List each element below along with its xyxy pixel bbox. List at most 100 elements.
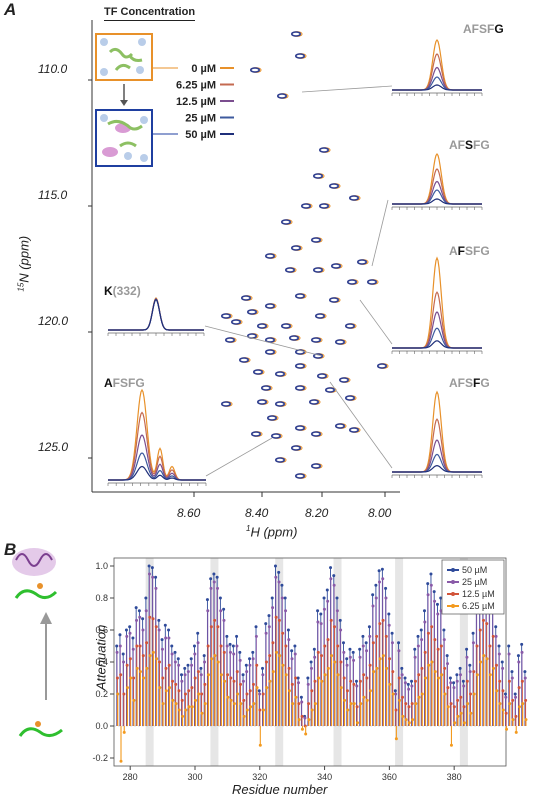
point (449, 702, 453, 706)
point (296, 681, 300, 685)
x-axis-ticks (193, 492, 386, 497)
point (427, 663, 431, 667)
point (205, 598, 209, 602)
point (488, 644, 492, 648)
point (501, 708, 505, 712)
point (517, 705, 521, 709)
point (397, 676, 401, 680)
point (503, 692, 507, 696)
point (455, 673, 459, 677)
point (245, 708, 249, 712)
peak-contour-blue (290, 245, 301, 251)
inset-label-afsfg-a: AFSFG (104, 376, 145, 390)
peak-contour-blue (290, 445, 301, 451)
point (433, 638, 437, 642)
point (387, 612, 391, 616)
point (356, 721, 360, 725)
point (390, 641, 394, 645)
point (235, 644, 239, 648)
inset-trace-0 (392, 38, 482, 91)
point (511, 698, 515, 702)
point (203, 702, 207, 706)
point (419, 628, 423, 632)
peak-contour-blue (334, 339, 345, 345)
point (498, 679, 502, 683)
point (462, 705, 466, 709)
point (510, 670, 514, 674)
point (257, 689, 261, 693)
peak-contour-blue (330, 263, 341, 269)
point (423, 620, 427, 624)
point (254, 625, 258, 629)
point (355, 705, 359, 709)
point (511, 718, 515, 722)
point (251, 657, 255, 661)
point (118, 644, 122, 648)
point (367, 625, 371, 629)
attenuation-chart: -0.2 0.0 0.2 0.4 0.6 0.8 1.0 280 300 320 340 360 380… (12, 548, 528, 782)
inset-label-afsfg-f4: AFSFG (449, 376, 490, 390)
point (413, 679, 417, 683)
point (125, 634, 129, 638)
point (459, 711, 463, 715)
point (151, 575, 155, 579)
point (323, 673, 327, 677)
point (209, 586, 213, 590)
point (466, 702, 470, 706)
point (423, 650, 427, 654)
point (196, 641, 200, 645)
point (439, 596, 443, 600)
point (209, 625, 213, 629)
point (128, 631, 132, 635)
peak-contour-blue (251, 431, 262, 437)
point (135, 618, 139, 622)
peak-contour-blue (266, 415, 277, 421)
point (251, 682, 255, 686)
point (403, 681, 407, 685)
point (231, 644, 235, 648)
point (413, 647, 417, 651)
peak-contour-blue (366, 279, 377, 285)
point (436, 647, 440, 651)
y-axis-ticks (88, 79, 92, 459)
point (199, 666, 203, 670)
point (203, 660, 207, 664)
point (265, 686, 269, 690)
point (472, 670, 476, 674)
point (329, 566, 333, 570)
point (316, 620, 320, 624)
peak-contour-blue (294, 363, 305, 369)
point (222, 618, 226, 622)
point (145, 666, 149, 670)
inset-afsfg-g (391, 38, 483, 96)
b-x-tick-label: 380 (447, 772, 462, 782)
point (394, 708, 398, 712)
point (284, 609, 288, 613)
point (228, 650, 232, 654)
peak-contour-blue (294, 473, 305, 479)
point (177, 708, 181, 712)
point (304, 732, 308, 736)
point (407, 721, 411, 725)
x-axis-title-a: 1H (ppm) (246, 524, 298, 540)
peak-contour-blue (221, 401, 232, 407)
point (520, 650, 524, 654)
peak-contour-blue (344, 395, 355, 401)
point (232, 702, 236, 706)
point (141, 617, 145, 621)
peak-contour-blue (294, 53, 305, 59)
inset-trace-1 (108, 297, 204, 331)
point (462, 721, 466, 725)
nmr-peaks (221, 31, 389, 479)
point (323, 644, 327, 648)
point (342, 650, 346, 654)
point (307, 718, 311, 722)
point (144, 596, 148, 600)
peak-contour-blue (290, 31, 301, 37)
point (180, 679, 184, 683)
point (144, 609, 148, 613)
b-y-tick-label: 0.2 (95, 689, 108, 699)
point (414, 702, 418, 706)
point (488, 673, 492, 677)
point (348, 647, 352, 651)
